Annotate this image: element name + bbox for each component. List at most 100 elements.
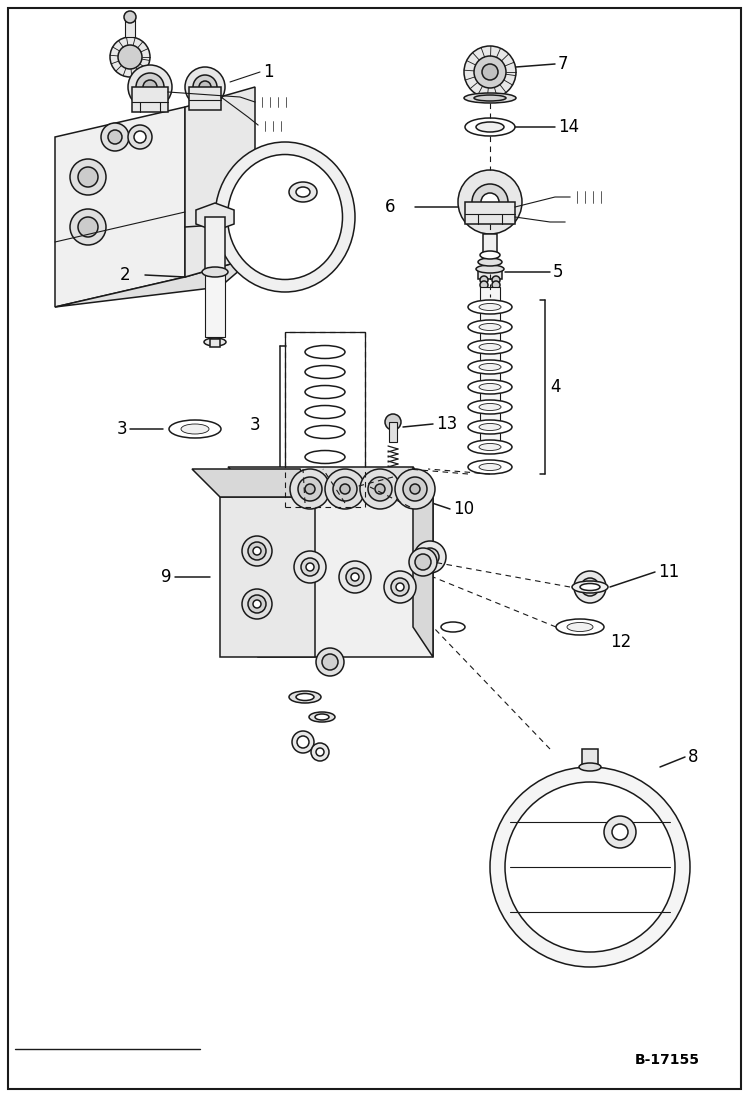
Circle shape — [70, 210, 106, 245]
Text: 9: 9 — [162, 568, 172, 586]
Circle shape — [242, 589, 272, 619]
Ellipse shape — [468, 440, 512, 454]
Ellipse shape — [468, 400, 512, 414]
Text: 1: 1 — [263, 63, 273, 81]
Ellipse shape — [468, 299, 512, 314]
Circle shape — [136, 73, 164, 101]
Circle shape — [253, 547, 261, 555]
Ellipse shape — [479, 464, 501, 471]
Circle shape — [492, 276, 500, 284]
Ellipse shape — [305, 365, 345, 378]
Ellipse shape — [305, 426, 345, 439]
Ellipse shape — [468, 460, 512, 474]
Circle shape — [581, 578, 599, 596]
Ellipse shape — [479, 343, 501, 351]
Circle shape — [311, 743, 329, 761]
Ellipse shape — [228, 155, 342, 280]
Bar — [210, 339, 220, 347]
Circle shape — [368, 477, 392, 501]
Circle shape — [421, 548, 439, 566]
Circle shape — [248, 595, 266, 613]
Ellipse shape — [476, 265, 504, 273]
FancyBboxPatch shape — [253, 93, 295, 111]
Circle shape — [298, 477, 322, 501]
Ellipse shape — [479, 404, 501, 410]
Ellipse shape — [474, 95, 506, 101]
Circle shape — [464, 46, 516, 98]
Ellipse shape — [465, 118, 515, 136]
Bar — [285, 332, 365, 507]
Ellipse shape — [480, 251, 500, 259]
Text: 3: 3 — [116, 420, 127, 438]
Text: 7: 7 — [558, 55, 568, 73]
Circle shape — [128, 125, 152, 149]
Ellipse shape — [479, 423, 501, 430]
Circle shape — [199, 81, 211, 93]
Ellipse shape — [305, 385, 345, 398]
Circle shape — [185, 67, 225, 108]
Circle shape — [193, 75, 217, 99]
Ellipse shape — [315, 714, 329, 720]
Circle shape — [248, 542, 266, 559]
Circle shape — [458, 170, 522, 234]
Text: 3: 3 — [249, 416, 260, 434]
Circle shape — [346, 568, 364, 586]
Circle shape — [134, 131, 146, 143]
Circle shape — [118, 45, 142, 69]
Bar — [478, 271, 502, 279]
Ellipse shape — [289, 691, 321, 703]
Circle shape — [110, 37, 150, 77]
Text: 10: 10 — [453, 500, 474, 518]
Circle shape — [505, 782, 675, 952]
Ellipse shape — [305, 346, 345, 359]
FancyBboxPatch shape — [256, 117, 296, 135]
Circle shape — [586, 583, 594, 591]
Text: 12: 12 — [610, 633, 631, 651]
Ellipse shape — [572, 581, 608, 593]
Text: 4: 4 — [550, 378, 560, 396]
Ellipse shape — [215, 142, 355, 292]
Circle shape — [253, 600, 261, 608]
Bar — [189, 87, 221, 110]
Circle shape — [574, 572, 606, 603]
Ellipse shape — [468, 360, 512, 374]
Ellipse shape — [305, 451, 345, 464]
FancyBboxPatch shape — [568, 186, 612, 207]
Ellipse shape — [468, 380, 512, 394]
Ellipse shape — [169, 420, 221, 438]
Text: 13: 13 — [436, 415, 457, 433]
Ellipse shape — [476, 122, 504, 132]
Ellipse shape — [579, 764, 601, 771]
Bar — [480, 287, 500, 446]
Circle shape — [472, 184, 508, 220]
Circle shape — [305, 484, 315, 494]
Circle shape — [385, 414, 401, 430]
Ellipse shape — [479, 443, 501, 451]
Circle shape — [490, 767, 690, 966]
Polygon shape — [192, 470, 315, 497]
Ellipse shape — [468, 320, 512, 333]
Circle shape — [410, 484, 420, 494]
Circle shape — [325, 470, 365, 509]
Polygon shape — [185, 87, 255, 278]
Circle shape — [78, 167, 98, 186]
Bar — [582, 749, 598, 767]
Bar — [205, 272, 225, 337]
Polygon shape — [258, 497, 433, 657]
Circle shape — [402, 491, 418, 507]
Ellipse shape — [305, 490, 345, 504]
Circle shape — [480, 276, 488, 284]
Circle shape — [481, 193, 499, 211]
Circle shape — [474, 56, 506, 88]
Circle shape — [482, 64, 498, 80]
Ellipse shape — [204, 338, 226, 346]
Ellipse shape — [478, 258, 502, 265]
Circle shape — [391, 578, 409, 596]
Bar — [465, 202, 515, 224]
Circle shape — [395, 470, 435, 509]
Circle shape — [316, 648, 344, 676]
Circle shape — [604, 816, 636, 848]
Circle shape — [612, 824, 628, 840]
Bar — [483, 234, 497, 272]
Ellipse shape — [468, 420, 512, 434]
